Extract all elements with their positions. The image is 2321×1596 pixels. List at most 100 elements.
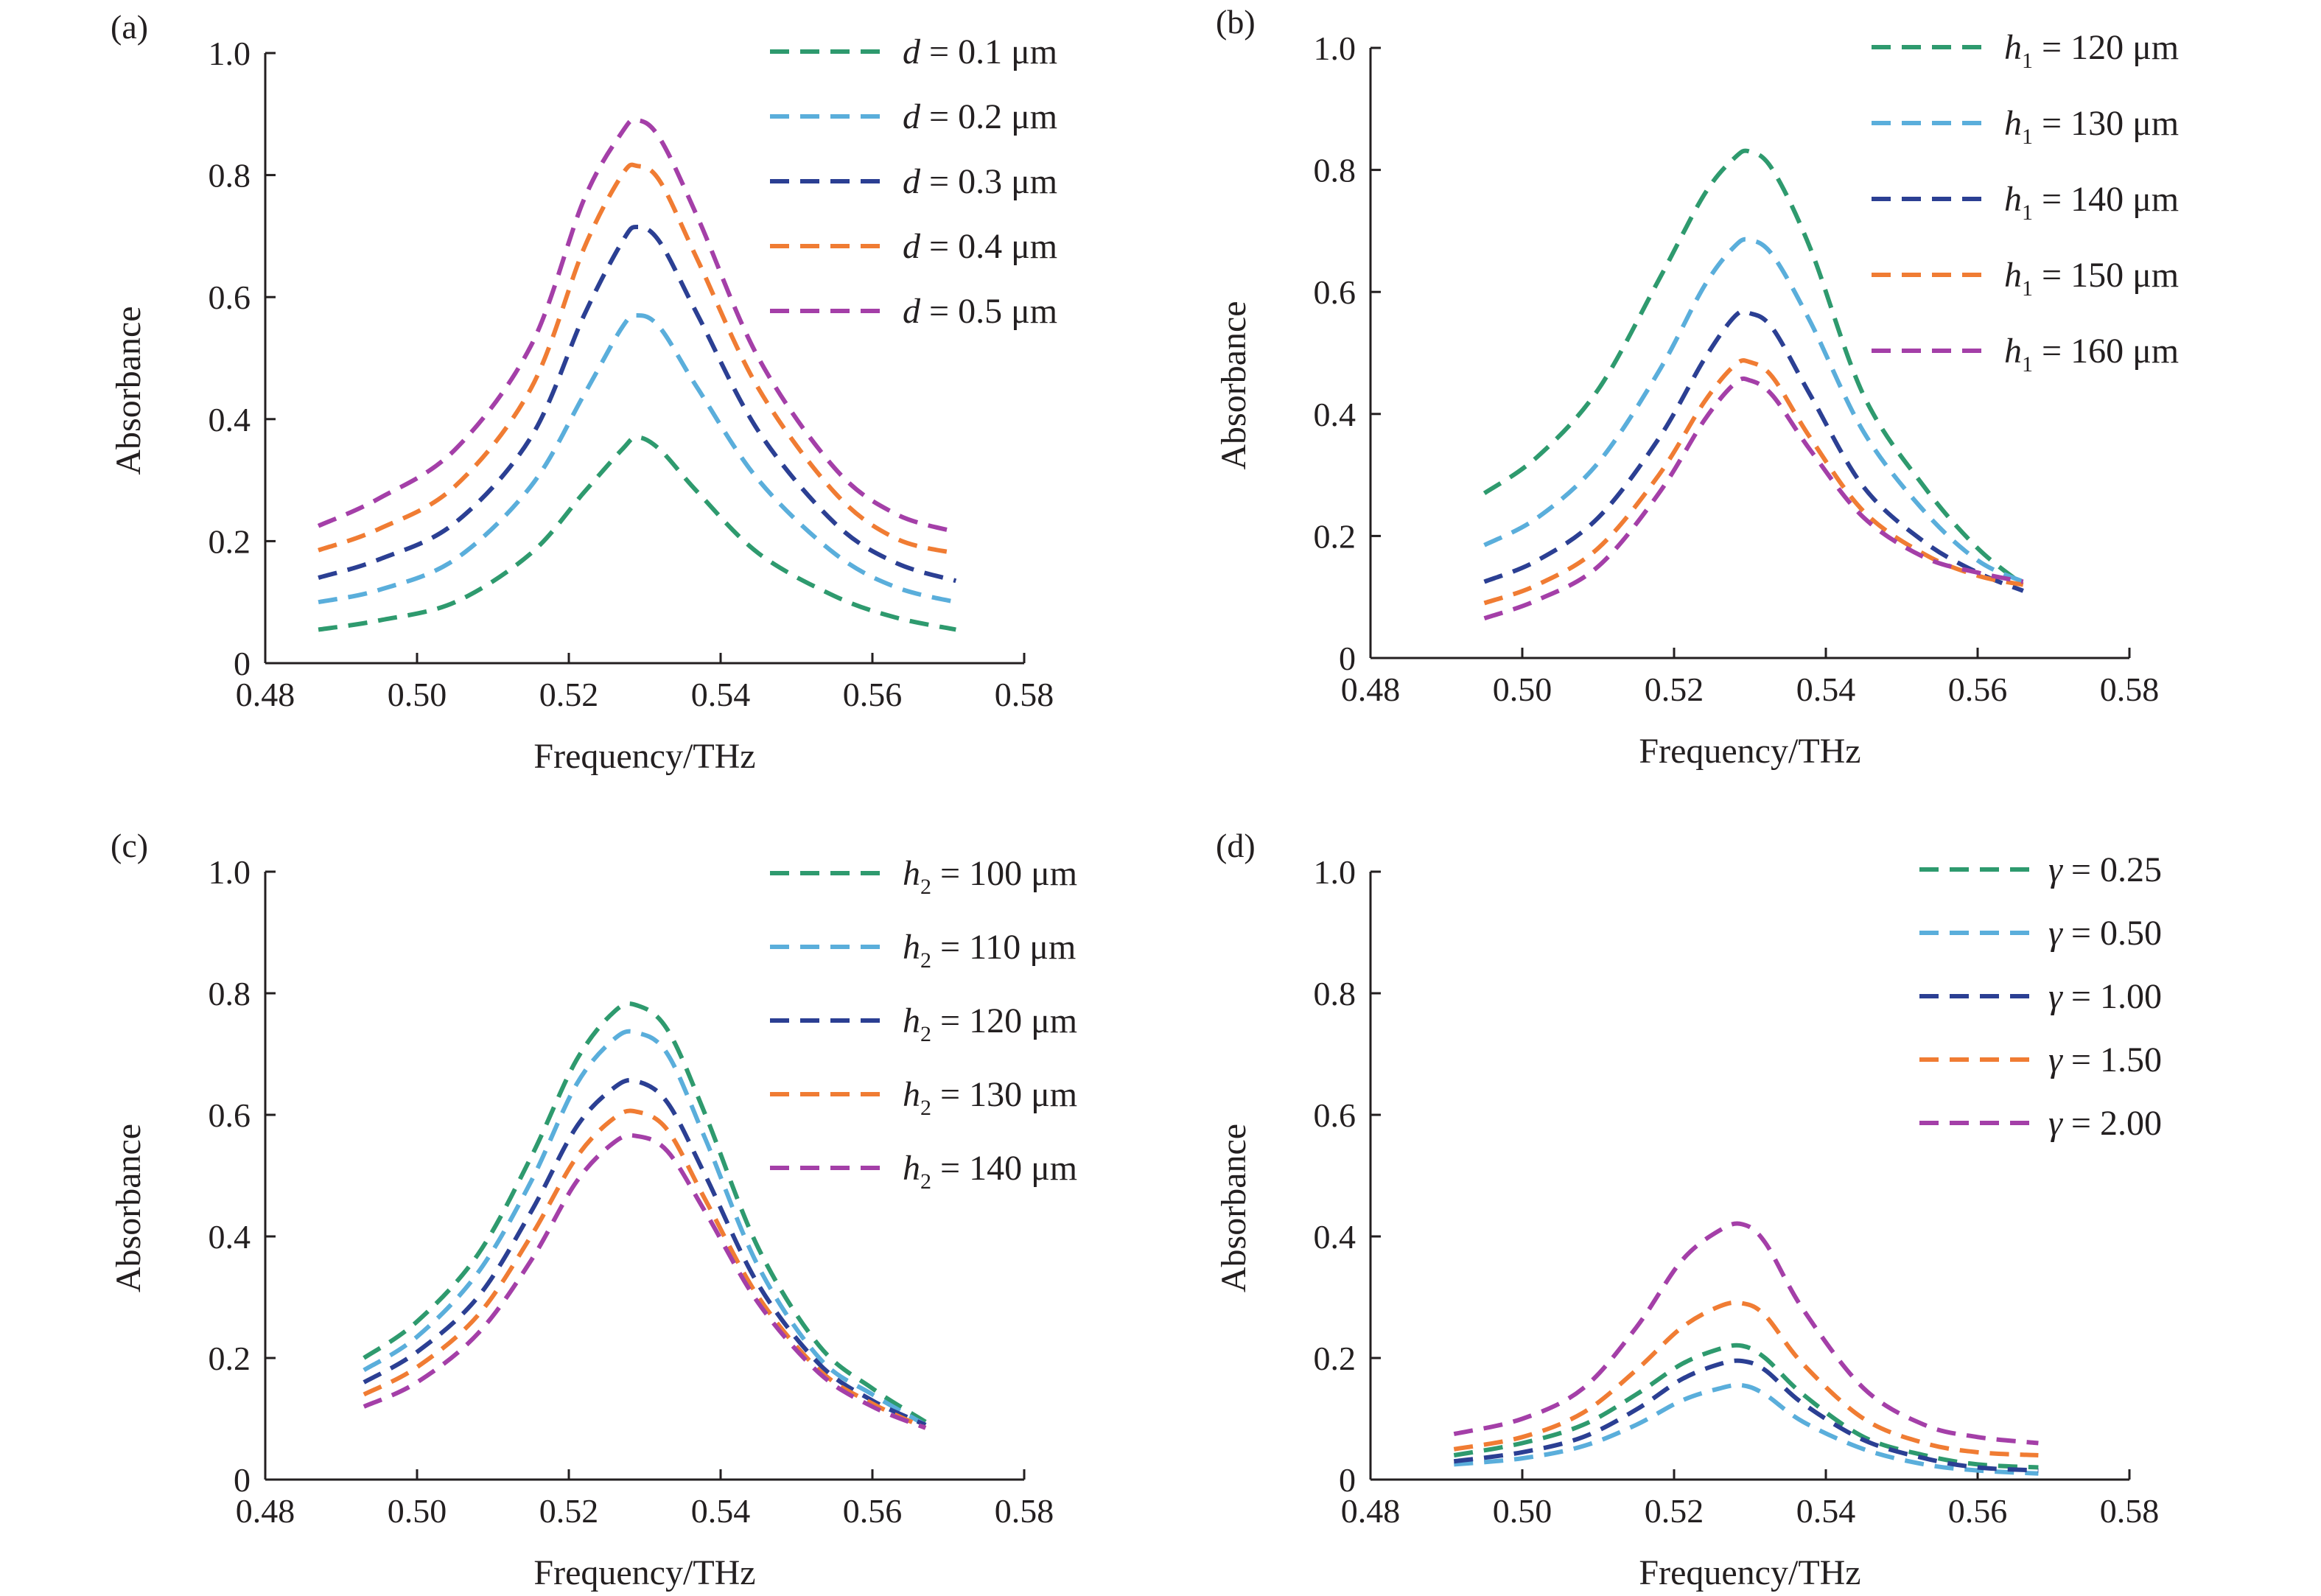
y-tick-label: 0.4 bbox=[1314, 1218, 1356, 1256]
y-tick-label: 1.0 bbox=[1314, 853, 1356, 891]
legend-entry: h1 = 160 μm bbox=[2004, 332, 2179, 377]
legend-entry: h2 = 120 μm bbox=[903, 1001, 1077, 1046]
series-line-3 bbox=[363, 1078, 927, 1427]
series-line-5 bbox=[1483, 376, 2024, 621]
y-tick-label: 0.2 bbox=[209, 1340, 251, 1377]
x-tick-label: 0.56 bbox=[1948, 671, 2008, 708]
x-tick-label: 0.48 bbox=[236, 1492, 295, 1530]
panel-1: (a) 0.48 0.50 0.52 0.54 0.56 0.58 0 0.2 0.4 0.6 0.8… bbox=[109, 8, 1057, 776]
x-tick-label: 0.54 bbox=[1796, 671, 1856, 708]
x-axis-title: Frequency/THz bbox=[1639, 1553, 1860, 1592]
x-tick-label: 0.52 bbox=[539, 1492, 599, 1530]
x-tick-label: 0.58 bbox=[995, 1492, 1054, 1530]
y-tick-label: 0.6 bbox=[209, 279, 251, 316]
y-tick-label: 0 bbox=[1339, 640, 1356, 677]
panel-label: (c) bbox=[111, 827, 148, 864]
y-tick-label: 0 bbox=[234, 645, 251, 682]
y-axis-title: Absorbance bbox=[109, 1124, 148, 1292]
y-tick-label: 1.0 bbox=[1314, 29, 1356, 67]
legend-entry: h2 = 140 μm bbox=[903, 1149, 1077, 1194]
legend-entry: γ = 0.50 bbox=[2048, 914, 2162, 953]
panel-label: (d) bbox=[1216, 827, 1256, 864]
x-tick-label: 0.56 bbox=[1948, 1492, 2008, 1530]
y-tick-label: 0.4 bbox=[209, 401, 251, 438]
legend-entry: h2 = 110 μm bbox=[903, 928, 1076, 973]
x-tick-label: 0.56 bbox=[843, 1492, 903, 1530]
x-tick-label: 0.48 bbox=[1341, 1492, 1401, 1530]
panel-label: (b) bbox=[1216, 3, 1256, 41]
x-axis-title: Frequency/THz bbox=[1639, 732, 1860, 771]
y-tick-label: 0.6 bbox=[1314, 1096, 1356, 1134]
legend-entry: h1 = 150 μm bbox=[2004, 256, 2179, 301]
series-line-5 bbox=[1453, 1221, 2039, 1446]
panel-label: (a) bbox=[111, 8, 148, 46]
y-axis-title: Absorbance bbox=[1214, 301, 1253, 469]
y-tick-label: 0.8 bbox=[209, 157, 251, 195]
series-line-1 bbox=[363, 1001, 927, 1424]
y-tick-label: 1.0 bbox=[209, 35, 251, 72]
legend-entry: d = 0.5 μm bbox=[903, 292, 1057, 331]
y-axis-title: Absorbance bbox=[1214, 1124, 1253, 1292]
x-tick-label: 0.58 bbox=[2100, 671, 2160, 708]
series-line-4 bbox=[363, 1108, 927, 1430]
legend-entry: h1 = 120 μm bbox=[2004, 28, 2179, 73]
series-line-5 bbox=[363, 1133, 927, 1430]
series-line-4 bbox=[1453, 1300, 2039, 1457]
x-tick-label: 0.52 bbox=[1645, 1492, 1704, 1530]
panel-3: (c) 0.48 0.50 0.52 0.54 0.56 0.58 0 0.2 0.4 0.6 0.8… bbox=[109, 827, 1077, 1592]
x-tick-label: 0.54 bbox=[691, 1492, 751, 1530]
legend-entry: h2 = 130 μm bbox=[903, 1075, 1077, 1120]
legend-entry: γ = 0.25 bbox=[2048, 850, 2162, 889]
y-tick-label: 0 bbox=[1339, 1461, 1356, 1499]
y-tick-label: 0.8 bbox=[1314, 975, 1356, 1012]
series-line-3 bbox=[318, 225, 957, 584]
y-tick-label: 1.0 bbox=[209, 853, 251, 891]
legend-entry: γ = 1.00 bbox=[2048, 977, 2162, 1016]
y-tick-label: 0.2 bbox=[1314, 1340, 1356, 1377]
legend-entry: d = 0.3 μm bbox=[903, 162, 1057, 201]
x-tick-label: 0.54 bbox=[1796, 1492, 1856, 1530]
y-tick-label: 0.8 bbox=[1314, 152, 1356, 189]
y-tick-label: 0.2 bbox=[1314, 517, 1356, 555]
series-line-2 bbox=[318, 312, 957, 605]
series-line-2 bbox=[1454, 1382, 2039, 1476]
x-tick-label: 0.50 bbox=[388, 1492, 447, 1530]
legend-entry: γ = 2.00 bbox=[2048, 1104, 2162, 1143]
series-line-3 bbox=[1483, 309, 2024, 593]
y-tick-label: 0 bbox=[234, 1461, 251, 1499]
x-tick-label: 0.50 bbox=[388, 676, 447, 713]
x-tick-label: 0.58 bbox=[2100, 1492, 2160, 1530]
series-line-4 bbox=[318, 162, 957, 556]
x-tick-label: 0.50 bbox=[1493, 1492, 1552, 1530]
x-tick-label: 0.50 bbox=[1493, 671, 1552, 708]
y-tick-label: 0.8 bbox=[209, 975, 251, 1012]
legend-entry: d = 0.4 μm bbox=[903, 227, 1057, 266]
series-line-3 bbox=[1453, 1358, 2039, 1473]
y-tick-label: 0.2 bbox=[209, 522, 251, 560]
y-tick-label: 0.6 bbox=[1314, 273, 1356, 311]
x-tick-label: 0.52 bbox=[1645, 671, 1704, 708]
series-line-2 bbox=[363, 1029, 927, 1427]
x-tick-label: 0.52 bbox=[539, 676, 599, 713]
legend-entry: d = 0.2 μm bbox=[903, 97, 1057, 136]
panel-2: (b) 0.48 0.50 0.52 0.54 0.56 0.58 0 0.2 0.4 0.6 0.8… bbox=[1214, 3, 2179, 771]
legend-entry: h1 = 130 μm bbox=[2004, 104, 2179, 149]
y-tick-label: 0.4 bbox=[1314, 396, 1356, 433]
legend-entry: γ = 1.50 bbox=[2048, 1040, 2162, 1079]
x-tick-label: 0.48 bbox=[1341, 671, 1401, 708]
x-tick-label: 0.54 bbox=[691, 676, 751, 713]
y-tick-label: 0.6 bbox=[209, 1096, 251, 1134]
series-line-1 bbox=[1453, 1343, 2039, 1470]
y-axis-title: Absorbance bbox=[109, 306, 148, 475]
x-axis-title: Frequency/THz bbox=[533, 737, 755, 776]
legend-entry: h1 = 140 μm bbox=[2004, 180, 2179, 225]
series-line-4 bbox=[1483, 358, 2024, 606]
x-axis-title: Frequency/THz bbox=[533, 1553, 755, 1592]
legend-entry: h2 = 100 μm bbox=[903, 854, 1077, 899]
panel-4: (d) 0.48 0.50 0.52 0.54 0.56 0.58 0 0.2 0.4 0.6 0.8… bbox=[1214, 827, 2162, 1592]
series-line-1 bbox=[318, 435, 956, 632]
series-line-2 bbox=[1483, 237, 2025, 584]
y-tick-label: 0.4 bbox=[209, 1218, 251, 1256]
legend-entry: d = 0.1 μm bbox=[903, 32, 1057, 71]
